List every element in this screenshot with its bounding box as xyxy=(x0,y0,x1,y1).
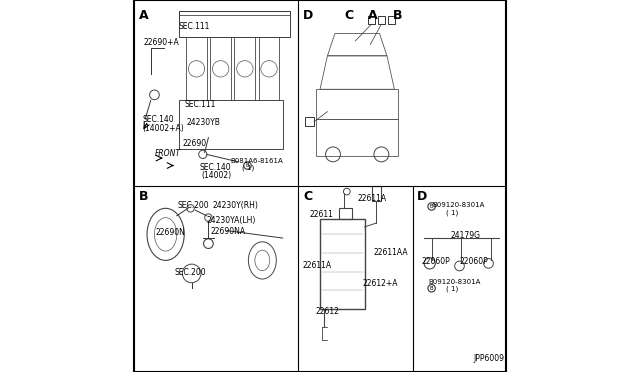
Text: 22612+A: 22612+A xyxy=(363,279,398,288)
Text: B: B xyxy=(392,9,402,22)
Text: 22690N: 22690N xyxy=(156,228,185,237)
Text: B: B xyxy=(138,190,148,203)
Text: SEC.111: SEC.111 xyxy=(179,22,210,31)
Text: 22612: 22612 xyxy=(315,307,339,316)
Bar xyxy=(339,208,351,219)
Bar xyxy=(368,16,374,24)
Text: (14002+A): (14002+A) xyxy=(142,124,184,133)
Text: SEC.140: SEC.140 xyxy=(142,115,174,124)
Bar xyxy=(388,16,395,24)
Text: 24179G: 24179G xyxy=(451,231,481,240)
Text: 22060P: 22060P xyxy=(421,257,450,266)
Text: (14002): (14002) xyxy=(202,171,232,180)
Text: SEC.140: SEC.140 xyxy=(199,163,231,172)
Text: 22611: 22611 xyxy=(310,210,334,219)
Text: A: A xyxy=(369,9,378,22)
Text: B: B xyxy=(430,204,433,209)
Text: A: A xyxy=(138,9,148,22)
Text: 22690+A: 22690+A xyxy=(143,38,179,47)
Text: 22690NA: 22690NA xyxy=(211,227,245,236)
Text: SEC.200: SEC.200 xyxy=(178,201,209,210)
Text: D: D xyxy=(303,9,314,22)
Text: 22611AA: 22611AA xyxy=(374,248,408,257)
Text: B09120-8301A: B09120-8301A xyxy=(433,202,485,208)
Text: C: C xyxy=(344,9,353,22)
Bar xyxy=(305,117,314,126)
Text: 22690: 22690 xyxy=(182,139,207,148)
Bar xyxy=(378,16,385,24)
Text: B081A6-8161A: B081A6-8161A xyxy=(231,158,284,164)
Text: C: C xyxy=(303,190,312,203)
Text: 22611A: 22611A xyxy=(357,194,387,203)
Text: 24230YA(LH): 24230YA(LH) xyxy=(207,216,256,225)
Bar xyxy=(372,186,381,201)
Text: B: B xyxy=(430,286,433,291)
Text: FRONT: FRONT xyxy=(154,149,180,158)
Bar xyxy=(320,219,365,309)
Text: 22060P: 22060P xyxy=(459,257,488,266)
Text: B: B xyxy=(246,163,249,168)
Text: ( 1): ( 1) xyxy=(242,165,254,171)
Text: 22611A: 22611A xyxy=(303,262,332,270)
Text: B09120-8301A: B09120-8301A xyxy=(428,279,480,285)
Text: D: D xyxy=(417,190,427,203)
Text: SEC.111: SEC.111 xyxy=(184,100,216,109)
Text: ( 1): ( 1) xyxy=(447,209,459,216)
Text: SEC.200: SEC.200 xyxy=(175,268,207,277)
Text: 24230Y(RH): 24230Y(RH) xyxy=(212,201,258,210)
Text: ( 1): ( 1) xyxy=(447,286,459,292)
Text: JPP6009: JPP6009 xyxy=(473,354,504,363)
Text: 24230YB: 24230YB xyxy=(186,118,220,127)
